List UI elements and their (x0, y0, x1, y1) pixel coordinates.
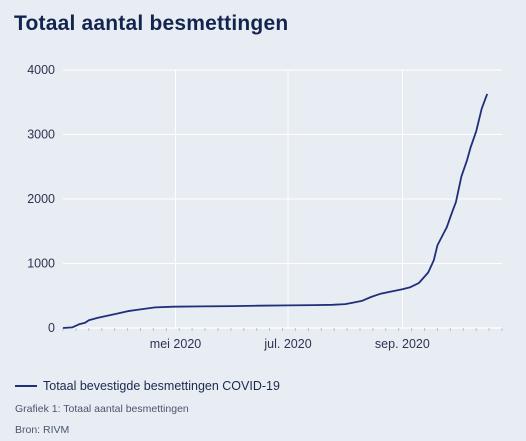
y-axis-labels: 0 1000 2000 3000 4000 (27, 63, 55, 335)
figure-caption: Grafiek 1: Totaal aantal besmettingen (15, 403, 189, 415)
y-tick-label: 0 (48, 321, 55, 335)
x-tick-label: sep. 2020 (375, 337, 430, 351)
x-axis-labels: mei 2020 jul. 2020 sep. 2020 (150, 337, 430, 351)
chart-axes (62, 327, 503, 331)
x-tick-label: jul. 2020 (263, 337, 311, 351)
y-tick-label: 4000 (27, 63, 55, 77)
line-chart: 0 1000 2000 3000 4000 mei 2020 jul. 2020 sep. … (27, 63, 503, 351)
legend-swatch (15, 385, 37, 387)
source-caption: Bron: RIVM (15, 424, 70, 436)
chart-grid (63, 69, 502, 328)
x-tick-label: mei 2020 (150, 337, 201, 351)
chart-legend: Totaal bevestigde besmettingen COVID-19 (15, 379, 280, 393)
y-tick-label: 3000 (27, 128, 55, 142)
series-line (62, 93, 489, 329)
chart-title: Totaal aantal besmettingen (14, 12, 289, 35)
legend-label: Totaal bevestigde besmettingen COVID-19 (43, 379, 280, 393)
y-tick-label: 1000 (27, 257, 55, 271)
y-tick-label: 2000 (27, 192, 55, 206)
series-group (62, 93, 489, 329)
